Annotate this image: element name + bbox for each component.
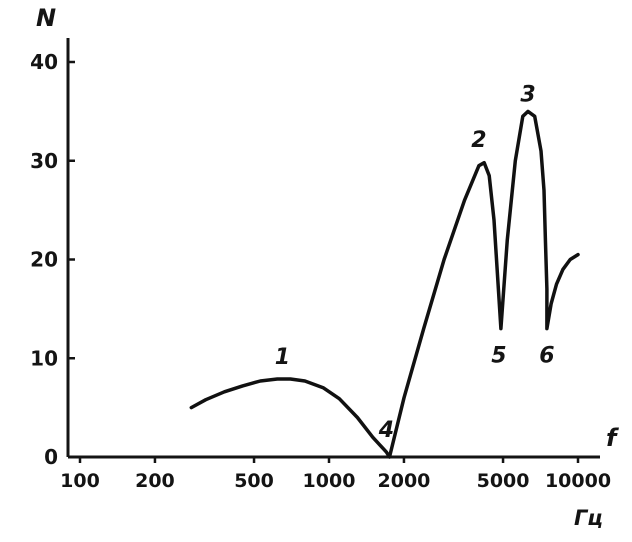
x-tick-label-200: 200: [135, 470, 175, 492]
point-label-1: 1: [275, 345, 290, 370]
point-label-6: 6: [539, 344, 554, 369]
point-label-2: 2: [471, 128, 486, 153]
y-tick-label-0: 0: [44, 445, 58, 469]
x-tick-label-2000: 2000: [378, 470, 431, 492]
x-axis-title: f: [606, 424, 619, 452]
y-ticks: 0 10 20 30 40: [30, 50, 75, 469]
x-tick-label-1000: 1000: [303, 470, 356, 492]
x-ticks: 100 200 500 1000 2000 5000 10000: [60, 457, 611, 492]
x-axis-unit: Гц: [574, 506, 603, 530]
y-tick-label-30: 30: [30, 149, 58, 173]
x-tick-label-5000: 5000: [477, 470, 530, 492]
axes: [66, 38, 600, 459]
annotations: 1 2 3 4 5 6: [275, 82, 555, 443]
x-tick-label-500: 500: [234, 470, 274, 492]
series-line-1: [189, 109, 580, 459]
y-tick-label-10: 10: [30, 346, 58, 370]
x-tick-label-100: 100: [60, 470, 100, 492]
point-label-4: 4: [378, 418, 394, 443]
series-group: [189, 109, 580, 459]
point-label-3: 3: [520, 82, 535, 107]
x-tick-label-10000: 10000: [545, 470, 611, 492]
point-label-5: 5: [491, 344, 506, 369]
y-tick-label-40: 40: [30, 50, 58, 74]
y-tick-label-20: 20: [30, 248, 58, 272]
y-axis-title: N: [36, 4, 56, 32]
